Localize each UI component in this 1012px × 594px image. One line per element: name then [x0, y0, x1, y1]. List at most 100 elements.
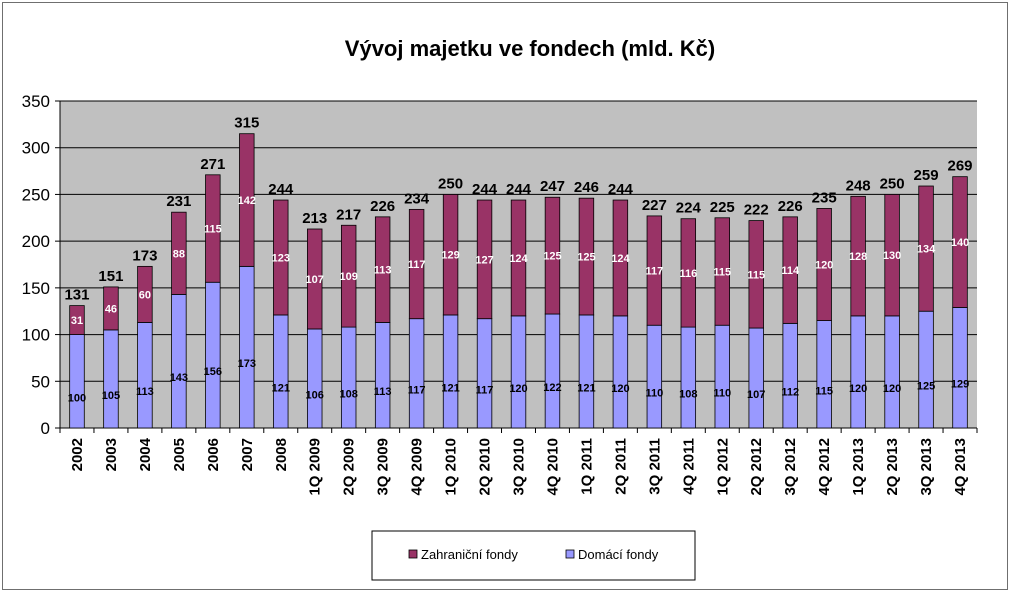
- bar-domaci-fondy: [782, 322, 798, 429]
- bar-domaci-fondy: [510, 315, 527, 429]
- bar-zahranicni-fondy: [782, 216, 798, 324]
- bar-zahranicni-fondy: [408, 208, 425, 320]
- bar-domaci-fondy: [816, 320, 832, 429]
- data-label-domaci-fondy: 107: [747, 389, 765, 401]
- bar-domaci-fondy: [69, 334, 85, 429]
- x-tick-label: 3Q 2010: [511, 438, 528, 496]
- data-label-domaci-fondy: 121: [272, 382, 290, 394]
- y-tick-label: 50: [31, 372, 50, 391]
- total-label: 247: [540, 178, 565, 195]
- bar-zahranicni-fondy: [510, 199, 527, 317]
- data-label-zahranicni-fondy: 60: [139, 289, 151, 301]
- data-label-zahranicni-fondy: 120: [815, 260, 833, 272]
- y-tick-label: 0: [41, 419, 50, 438]
- bar-domaci-fondy: [205, 281, 221, 429]
- legend-swatch: [408, 549, 418, 559]
- total-label: 224: [676, 200, 702, 217]
- x-tick-label: 2Q 2010: [477, 438, 494, 496]
- bar-zahranicni-fondy: [714, 217, 730, 326]
- total-label: 244: [472, 181, 498, 198]
- total-label: 248: [846, 177, 871, 194]
- data-label-zahranicni-fondy: 117: [408, 259, 426, 271]
- total-label: 259: [914, 167, 939, 184]
- total-label: 173: [132, 247, 157, 264]
- data-label-domaci-fondy: 173: [238, 358, 256, 370]
- bar-domaci-fondy: [714, 324, 730, 429]
- y-tick-label: 250: [22, 185, 50, 204]
- y-tick-label: 150: [22, 279, 50, 298]
- total-label: 227: [642, 197, 667, 214]
- data-label-zahranicni-fondy: 125: [543, 251, 561, 263]
- bar-domaci-fondy: [137, 322, 153, 429]
- data-label-domaci-fondy: 129: [951, 379, 969, 391]
- data-label-domaci-fondy: 121: [577, 382, 595, 394]
- bar-zahranicni-fondy: [239, 133, 255, 267]
- x-tick-label: 1Q 2013: [850, 438, 867, 496]
- data-label-zahranicni-fondy: 46: [105, 303, 117, 315]
- bar-zahranicni-fondy: [918, 185, 934, 312]
- data-label-domaci-fondy: 113: [136, 386, 154, 398]
- bar-domaci-fondy: [646, 324, 663, 429]
- total-label: 235: [812, 189, 837, 206]
- x-tick-label: 1Q 2011: [578, 438, 595, 495]
- data-label-domaci-fondy: 125: [917, 381, 935, 393]
- data-label-zahranicni-fondy: 129: [441, 250, 459, 262]
- data-label-zahranicni-fondy: 116: [679, 268, 697, 280]
- total-label: 217: [336, 206, 361, 223]
- x-tick-label: 3Q 2012: [782, 438, 799, 496]
- bar-zahranicni-fondy: [374, 216, 391, 323]
- bar-domaci-fondy: [952, 307, 968, 429]
- bar-zahranicni-fondy: [612, 199, 629, 317]
- legend: Zahraniční fondy Domácí fondy: [371, 530, 696, 581]
- data-label-domaci-fondy: 117: [476, 384, 494, 396]
- x-tick-label: 2002: [69, 438, 86, 471]
- bar-zahranicni-fondy: [544, 196, 561, 315]
- bar-zahranicni-fondy: [884, 194, 900, 317]
- total-label: 269: [948, 158, 973, 175]
- total-label: 131: [64, 287, 89, 304]
- bar-zahranicni-fondy: [816, 208, 832, 321]
- bar-zahranicni-fondy: [680, 218, 697, 328]
- y-tick-label: 100: [22, 326, 50, 345]
- x-tick-label: 2006: [205, 438, 222, 471]
- data-label-zahranicni-fondy: 107: [306, 274, 324, 286]
- data-label-zahranicni-fondy: 142: [238, 195, 256, 207]
- data-label-domaci-fondy: 120: [611, 383, 629, 395]
- total-label: 244: [506, 181, 532, 198]
- bar-zahranicni-fondy: [850, 195, 866, 317]
- bar-domaci-fondy: [239, 265, 255, 429]
- data-label-domaci-fondy: 105: [102, 390, 120, 402]
- bar-domaci-fondy: [918, 310, 934, 429]
- data-label-zahranicni-fondy: 115: [204, 224, 222, 236]
- chart-title: Vývoj majetku ve fondech (mld. Kč): [345, 36, 715, 61]
- total-label: 226: [370, 198, 395, 215]
- bar-zahranicni-fondy: [646, 215, 663, 326]
- bar-domaci-fondy: [748, 327, 764, 429]
- data-label-zahranicni-fondy: 124: [509, 253, 528, 265]
- data-label-zahranicni-fondy: 134: [917, 244, 936, 256]
- data-label-domaci-fondy: 117: [408, 384, 426, 396]
- chart-svg: Vývoj majetku ve fondech (mld. Kč) 0 50 10…: [22, 36, 978, 581]
- x-tick-label: 2004: [137, 437, 154, 471]
- x-tick-label: 2003: [103, 438, 120, 471]
- total-label: 250: [880, 175, 905, 192]
- data-label-zahranicni-fondy: 114: [781, 265, 800, 277]
- total-label: 244: [608, 181, 634, 198]
- bar-zahranicni-fondy: [137, 265, 153, 323]
- x-tick-label: 4Q 2011: [680, 438, 697, 495]
- x-tick-label: 4Q 2012: [816, 438, 833, 496]
- x-tick-label: 2Q 2012: [748, 438, 765, 496]
- x-tick-label: 1Q 2012: [714, 438, 731, 496]
- total-label: 213: [302, 210, 327, 227]
- legend-box: [371, 530, 696, 581]
- data-label-domaci-fondy: 112: [781, 387, 799, 399]
- data-label-zahranicni-fondy: 130: [883, 250, 901, 262]
- total-label: 315: [234, 115, 259, 132]
- data-label-domaci-fondy: 100: [68, 392, 86, 404]
- total-label: 234: [404, 190, 430, 207]
- total-label: 222: [744, 202, 769, 219]
- data-label-zahranicni-fondy: 125: [577, 252, 595, 264]
- x-tick-label: 4Q 2009: [409, 438, 426, 496]
- data-label-zahranicni-fondy: 31: [71, 315, 83, 327]
